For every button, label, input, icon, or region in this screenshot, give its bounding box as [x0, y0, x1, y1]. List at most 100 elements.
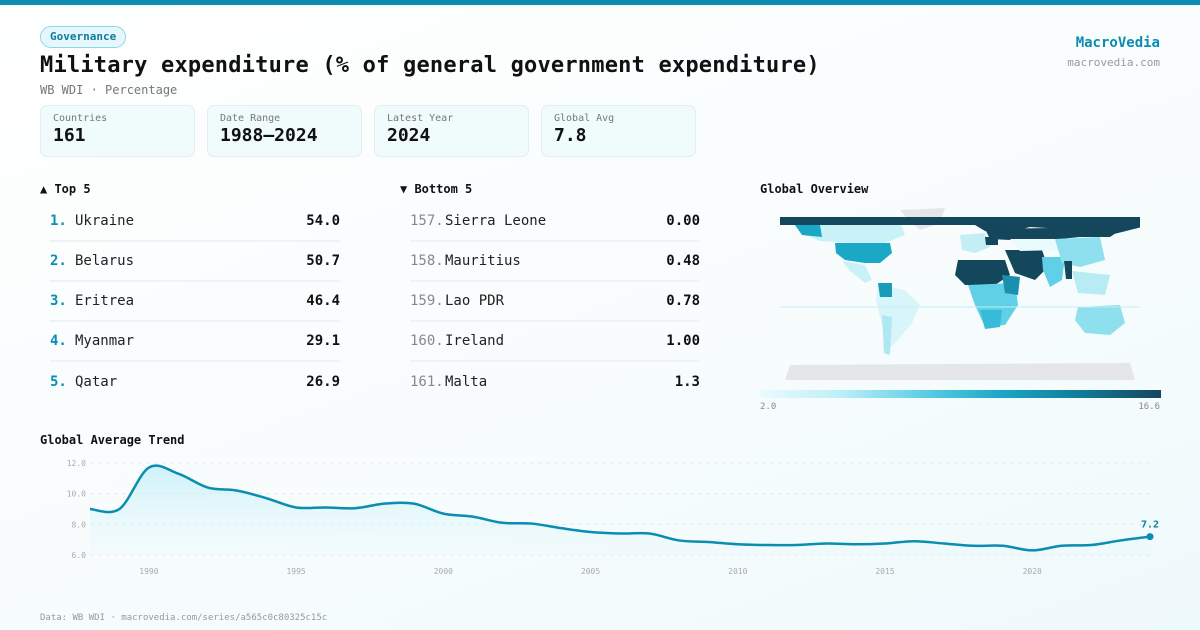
- country-value: 29.1: [306, 333, 340, 349]
- last-value-point[interactable]: [1146, 533, 1154, 541]
- region-australia[interactable]: [1075, 305, 1125, 335]
- stat-label: Global Avg: [554, 113, 615, 124]
- region-ukraine-belarus[interactable]: [985, 237, 998, 245]
- region-antarctica[interactable]: [785, 363, 1135, 380]
- list-item[interactable]: 5. Qatar 26.9: [50, 362, 340, 402]
- rank: 3.: [50, 293, 67, 309]
- rank: 2.: [50, 253, 67, 269]
- country-name: Sierra Leone: [445, 213, 547, 229]
- map-title: Global Overview: [760, 182, 869, 196]
- list-item[interactable]: 157. Sierra Leone 0.00: [410, 202, 700, 242]
- page-subtitle: WB WDI · Percentage: [40, 83, 178, 97]
- world-choropleth-map[interactable]: [780, 205, 1140, 380]
- region-middle-east[interactable]: [1005, 250, 1048, 280]
- country-name: Belarus: [75, 253, 135, 269]
- stat-value: 7.8: [554, 125, 587, 146]
- rank: 159.: [410, 293, 444, 309]
- x-tick-label: 2010: [728, 567, 747, 576]
- country-value: 50.7: [306, 253, 340, 269]
- country-value: 0.78: [666, 293, 700, 309]
- list-item[interactable]: 4. Myanmar 29.1: [50, 322, 340, 362]
- rank: 161.: [410, 374, 444, 390]
- stat-value: 161: [53, 125, 86, 146]
- country-value: 46.4: [306, 293, 340, 309]
- list-item[interactable]: 159. Lao PDR 0.78: [410, 282, 700, 322]
- region-usa[interactable]: [835, 243, 892, 263]
- country-name: Ireland: [445, 333, 505, 349]
- last-value-label: 7.2: [1141, 520, 1159, 531]
- country-value: 0.48: [666, 253, 700, 269]
- list-item[interactable]: 1. Ukraine 54.0: [50, 202, 340, 242]
- country-value: 1.00: [666, 333, 700, 349]
- stat-card-latest-year: Latest Year 2024: [374, 105, 529, 157]
- country-name: Mauritius: [445, 253, 521, 269]
- stat-card-global-avg: Global Avg 7.8: [541, 105, 696, 157]
- region-alaska[interactable]: [795, 225, 822, 237]
- region-china[interactable]: [1055, 237, 1105, 267]
- region-myanmar[interactable]: [1064, 261, 1072, 279]
- list-item[interactable]: 161. Malta 1.3: [410, 362, 700, 402]
- region-russia-body[interactable]: [985, 227, 1125, 241]
- stats-row: Countries 161 Date Range 1988–2024 Lates…: [40, 105, 696, 157]
- top-5-list: ▲ Top 5 1. Ukraine 54.0 2. Belarus 50.7 …: [40, 182, 340, 402]
- brand-url[interactable]: macrovedia.com: [1067, 56, 1160, 69]
- country-value: 0.00: [666, 213, 700, 229]
- trend-chart[interactable]: 6.0 8.0 10.0 12.0 1990 1995 2000 2005 2010 2015 20…: [0, 450, 1200, 585]
- region-central-asia[interactable]: [1010, 239, 1060, 251]
- list-item[interactable]: 3. Eritrea 46.4: [50, 282, 340, 322]
- map-legend-gradient: [760, 390, 1161, 398]
- region-canada[interactable]: [800, 221, 905, 243]
- country-value: 26.9: [306, 374, 340, 390]
- list-item[interactable]: 158. Mauritius 0.48: [410, 242, 700, 282]
- y-tick-label: 6.0: [72, 551, 87, 560]
- region-russia[interactable]: [780, 217, 1140, 235]
- x-tick-label: 2015: [875, 567, 894, 576]
- region-africa-central[interactable]: [968, 283, 1018, 327]
- x-tick-label: 1995: [286, 567, 305, 576]
- rank: 5.: [50, 374, 67, 390]
- country-name: Eritrea: [75, 293, 135, 309]
- x-tick-label: 2000: [434, 567, 453, 576]
- top-accent-bar: [0, 0, 1200, 5]
- bottom-5-heading: ▼ Bottom 5: [400, 182, 473, 196]
- brand-logo[interactable]: MacroVedia: [1075, 35, 1160, 51]
- region-colombia[interactable]: [878, 283, 892, 297]
- stat-label: Latest Year: [387, 113, 454, 124]
- region-chile-argentina[interactable]: [882, 315, 892, 355]
- stat-value: 2024: [387, 125, 431, 146]
- x-tick-label: 2020: [1023, 567, 1042, 576]
- stat-label: Date Range: [220, 113, 281, 124]
- y-tick-label: 10.0: [67, 490, 86, 499]
- category-tag[interactable]: Governance: [40, 26, 127, 48]
- country-name: Lao PDR: [445, 293, 505, 309]
- region-europe[interactable]: [960, 233, 990, 253]
- x-tick-label: 1990: [139, 567, 158, 576]
- region-eastafrica[interactable]: [1002, 275, 1020, 295]
- country-value: 54.0: [306, 213, 340, 229]
- trend-area: [90, 465, 1150, 555]
- stat-card-countries: Countries 161: [40, 105, 195, 157]
- country-value: 1.3: [674, 374, 700, 390]
- legend-max-label: 16.6: [1138, 402, 1160, 412]
- region-north-africa[interactable]: [955, 260, 1010, 285]
- legend-min-label: 2.0: [760, 402, 777, 412]
- rank: 160.: [410, 333, 444, 349]
- list-item[interactable]: 2. Belarus 50.7: [50, 242, 340, 282]
- rank: 1.: [50, 213, 67, 229]
- trend-chart-title: Global Average Trend: [40, 433, 185, 447]
- y-tick-label: 12.0: [67, 459, 86, 468]
- stat-card-date-range: Date Range 1988–2024: [207, 105, 362, 157]
- x-tick-label: 2005: [581, 567, 600, 576]
- region-southern-africa[interactable]: [980, 310, 1002, 329]
- trend-line: [89, 464, 1151, 552]
- region-india[interactable]: [1042, 257, 1065, 287]
- stat-value: 1988–2024: [220, 125, 318, 146]
- region-mexico[interactable]: [842, 261, 872, 283]
- country-name: Qatar: [75, 374, 118, 390]
- footer-source: Data: WB WDI · macrovedia.com/series/a56…: [40, 613, 328, 623]
- country-name: Malta: [445, 374, 488, 390]
- rank: 158.: [410, 253, 444, 269]
- region-se-asia[interactable]: [1072, 271, 1110, 295]
- bottom-5-list: ▼ Bottom 5 157. Sierra Leone 0.00 158. M…: [400, 182, 700, 402]
- list-item[interactable]: 160. Ireland 1.00: [410, 322, 700, 362]
